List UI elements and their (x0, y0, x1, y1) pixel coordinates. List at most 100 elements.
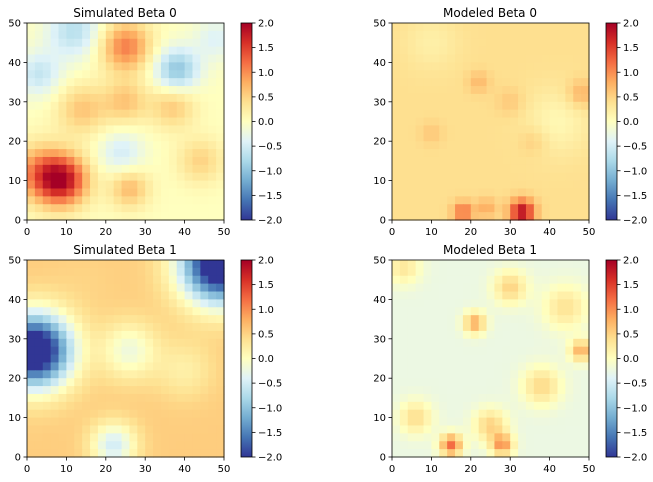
heatmap-cell (192, 401, 201, 411)
heatmap-cell (407, 346, 417, 356)
heatmap-cell (105, 425, 115, 434)
heatmap-cell (168, 338, 178, 348)
heatmap-cell (129, 164, 138, 174)
heatmap-cell (565, 141, 574, 150)
heatmap-cell (510, 156, 519, 166)
heatmap-cell (168, 54, 178, 63)
heatmap-cell (478, 172, 488, 182)
heatmap-cell (82, 354, 91, 364)
heatmap-cell (407, 283, 417, 293)
heatmap-cell (105, 46, 115, 56)
heatmap-cell (549, 188, 559, 197)
heatmap-cell (200, 86, 209, 95)
heatmap-cell (407, 315, 417, 324)
heatmap-cell (74, 378, 83, 387)
heatmap-cell (176, 204, 186, 213)
heatmap-cell (581, 23, 590, 32)
heatmap-cell (137, 212, 146, 221)
colorbar-tick-label: −1.0 (623, 166, 647, 177)
heatmap-cell (407, 141, 417, 150)
heatmap-cell (478, 180, 488, 190)
heatmap-cell (160, 141, 170, 150)
heatmap-cell (502, 330, 511, 340)
heatmap-cells (392, 260, 590, 458)
heatmap-cell (423, 275, 432, 285)
heatmap-cell (565, 46, 574, 56)
heatmap-cell (399, 86, 409, 95)
heatmap-cell (82, 378, 91, 387)
heatmap-cell (216, 117, 225, 127)
colorbar-tick-label: 0.0 (258, 354, 274, 365)
heatmap-cell (392, 125, 401, 134)
heatmap-cell (541, 275, 551, 285)
heatmap-cell (200, 156, 209, 166)
heatmap-cell (184, 93, 194, 103)
heatmap-cell (153, 70, 162, 79)
heatmap-cell (470, 393, 480, 403)
heatmap-cell (97, 172, 107, 182)
heatmap-cell (208, 30, 217, 40)
heatmap-cell (160, 125, 170, 134)
heatmap-cell (153, 38, 162, 48)
heatmap-cell (581, 30, 590, 40)
heatmap-cell (423, 393, 432, 403)
heatmap-cell (176, 267, 186, 277)
heatmap-cell (415, 86, 425, 95)
heatmap-cell (145, 307, 154, 316)
heatmap-cell (66, 338, 75, 348)
heatmap-cell (478, 315, 488, 324)
heatmap-cell (392, 156, 401, 166)
heatmap-cell (58, 315, 67, 324)
heatmap-cell (105, 449, 115, 458)
heatmap-cell (478, 275, 488, 285)
heatmap-cell (439, 433, 448, 442)
heatmap-cell (478, 362, 488, 371)
heatmap-cell (137, 172, 146, 182)
heatmap-cell (541, 425, 551, 434)
heatmap-cell (447, 370, 456, 379)
heatmap-cell (415, 141, 425, 150)
heatmap-cell (58, 125, 67, 134)
heatmap-cell (470, 133, 480, 142)
heatmap-cell (153, 30, 162, 40)
heatmap-cell (407, 338, 417, 348)
heatmap-cell (176, 370, 186, 379)
heatmap-cell (113, 299, 123, 308)
heatmap-cell (581, 441, 590, 450)
heatmap-cell (439, 54, 448, 63)
heatmap-cell (502, 30, 511, 40)
heatmap-cell (121, 370, 131, 379)
heatmap-cell (42, 149, 52, 158)
heatmap-cell (176, 133, 186, 142)
heatmap-cell (184, 433, 194, 442)
heatmap-cell (82, 78, 91, 87)
heatmap-cell (533, 93, 543, 103)
heatmap-cell (573, 362, 582, 371)
heatmap-cell (42, 417, 52, 427)
heatmap-cell (447, 441, 456, 450)
heatmap-cell (573, 393, 582, 403)
heatmap-cell (423, 172, 432, 182)
heatmap-cell (407, 93, 417, 103)
heatmap-cell (153, 346, 162, 356)
heatmap-cell (407, 433, 417, 442)
heatmap-cell (455, 370, 464, 379)
heatmap-cell (58, 425, 67, 434)
heatmap-cell (90, 330, 99, 340)
heatmap-cell (518, 70, 527, 79)
heatmap-cell (105, 401, 115, 411)
heatmap-cell (541, 156, 551, 166)
heatmap-cell (160, 204, 170, 213)
heatmap-cell (470, 180, 480, 190)
heatmap-cell (502, 204, 511, 213)
heatmap-cell (455, 409, 464, 419)
heatmap-cell (518, 38, 527, 48)
heatmap-cell (137, 338, 146, 348)
heatmap-cell (510, 133, 519, 142)
heatmap-cell (216, 362, 225, 371)
heatmap-cell (565, 433, 574, 442)
heatmap-cell (74, 164, 83, 174)
heatmap-cell (105, 133, 115, 142)
heatmap-cell (581, 307, 590, 316)
